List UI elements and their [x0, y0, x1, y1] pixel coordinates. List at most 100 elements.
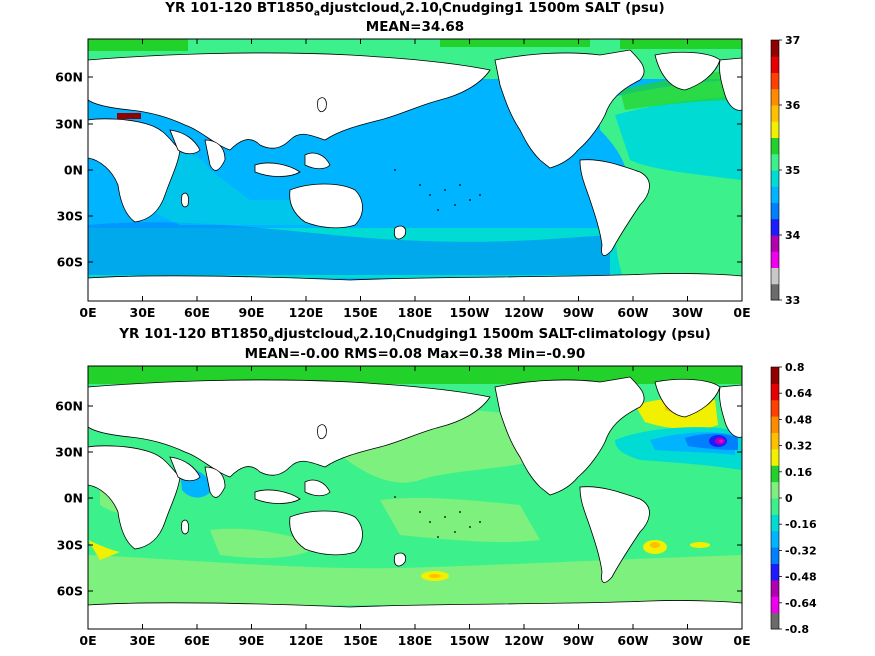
colorbar-tick-label: 0.16: [785, 466, 812, 479]
colorbar-cell: [771, 40, 779, 57]
colorbar-cell: [771, 563, 779, 581]
y-tick-label: 30N: [55, 445, 83, 460]
colorbar-cell: [771, 448, 779, 466]
colorbar-tick-label: -0.64: [785, 597, 817, 610]
colorbar-cell: [771, 465, 779, 483]
x-tick-label: 120E: [289, 633, 324, 648]
southern-ocean-band: [88, 555, 742, 605]
x-tick-label: 0E: [733, 633, 750, 648]
y-tick-label: 0N: [64, 163, 83, 178]
panel1-map: [88, 39, 742, 301]
antarctica: [88, 273, 742, 301]
colorbar-cell: [771, 514, 779, 532]
x-tick-label: 0E: [79, 305, 96, 320]
x-tick-label: 120W: [504, 305, 544, 320]
colorbar-cell: [771, 218, 779, 236]
atlantic-subtropics: [615, 95, 742, 180]
colorbar-cell: [771, 137, 779, 155]
colorbar-cell: [771, 530, 779, 548]
north-atlantic-band: [620, 70, 742, 110]
y-tick-label: 30N: [55, 117, 83, 132]
x-tick-label: 0E: [79, 633, 96, 648]
x-tick-label: 60E: [184, 305, 210, 320]
x-tick-label: 180E: [398, 305, 433, 320]
y-tick-label: 30S: [57, 538, 83, 553]
colorbar-cell: [771, 481, 779, 499]
colorbar-cell: [771, 383, 779, 401]
panel1-subtitle: MEAN=34.68: [365, 19, 465, 35]
colorbar-tick-label: 35: [785, 164, 800, 177]
colorbar-cell: [771, 72, 779, 90]
x-tick-label: 90E: [239, 633, 265, 648]
colorbar-cell: [771, 432, 779, 450]
panel2-map: [88, 366, 742, 629]
colorbar-tick-label: 33: [785, 294, 800, 307]
x-tick-label: 120W: [504, 633, 544, 648]
x-tick-label: 90W: [563, 633, 594, 648]
colorbar-tick-label: -0.48: [785, 571, 817, 584]
colorbar-tick-label: -0.16: [785, 518, 817, 531]
colorbar-tick-label: 0.8: [785, 361, 805, 374]
y-tick-label: 30S: [57, 209, 83, 224]
x-tick-label: 90E: [239, 305, 265, 320]
x-tick-label: 60E: [184, 633, 210, 648]
colorbar-cell: [771, 612, 779, 630]
x-tick-label: 30W: [672, 633, 703, 648]
colorbar-tick-label: 34: [785, 229, 801, 242]
colorbar-cell: [771, 416, 779, 433]
x-tick-label: 30E: [130, 633, 156, 648]
continents: [88, 49, 742, 256]
y-tick-label: 60S: [57, 584, 83, 599]
colorbar-cell: [771, 235, 779, 252]
colorbar-tick-label: 0.64: [785, 387, 812, 400]
colorbar-cell: [771, 498, 779, 515]
x-tick-label: 60W: [617, 305, 648, 320]
colorbar-cell: [771, 596, 779, 614]
x-tick-label: 30E: [130, 305, 156, 320]
colorbar-cell: [771, 579, 779, 597]
colorbar-cell: [771, 105, 779, 122]
colorbar-tick-label: 0.48: [785, 413, 812, 426]
x-tick-label: 180E: [398, 633, 433, 648]
panel2-title: YR 101-120 BT1850adjustcloudv2.10lCnudgi…: [119, 326, 711, 345]
colorbar-tick-label: 0: [785, 492, 793, 505]
colorbar-cell: [771, 267, 779, 285]
x-tick-label: 0E: [733, 305, 750, 320]
y-tick-label: 60N: [55, 399, 83, 414]
colorbar-cell: [771, 153, 779, 171]
x-tick-label: 60W: [617, 633, 648, 648]
antarctica: [88, 600, 742, 629]
colorbar-tick-label: 37: [785, 34, 800, 47]
x-tick-label: 90W: [563, 305, 594, 320]
southern-ocean-band: [88, 222, 610, 275]
y-tick-label: 60S: [57, 255, 83, 270]
colorbar-cell: [771, 547, 779, 564]
x-tick-label: 150E: [343, 633, 378, 648]
colorbar-cell: [771, 251, 779, 268]
x-tick-label: 150W: [450, 305, 490, 320]
colorbar-cell: [771, 56, 779, 73]
indian-ocean: [150, 150, 310, 225]
x-tick-label: 30W: [672, 305, 703, 320]
colorbar-cell: [771, 283, 779, 301]
colorbar-cell: [771, 202, 779, 220]
colorbar-tick-label: 36: [785, 99, 801, 112]
colorbar-cell: [771, 170, 779, 187]
colorbar-tick-label: 0.32: [785, 440, 812, 453]
x-tick-label: 150E: [343, 305, 378, 320]
continents: [88, 376, 742, 583]
colorbar-cell: [771, 399, 779, 417]
panel1-title: YR 101-120 BT1850adjustcloudv2.10lCnudgi…: [165, 0, 665, 19]
x-tick-label: 150W: [450, 633, 490, 648]
x-tick-label: 120E: [289, 305, 324, 320]
mediterranean-high: [117, 113, 141, 119]
pacific-islands: [394, 169, 481, 211]
y-tick-label: 60N: [55, 70, 83, 85]
y-tick-label: 0N: [64, 491, 83, 506]
colorbar-tick-label: -0.8: [785, 623, 809, 636]
colorbar-cell: [771, 186, 779, 203]
colorbar-cell: [771, 367, 779, 384]
colorbar-cell: [771, 121, 779, 138]
panel2-subtitle: MEAN=-0.00 RMS=0.08 Max=0.38 Min=-0.90: [244, 346, 586, 362]
